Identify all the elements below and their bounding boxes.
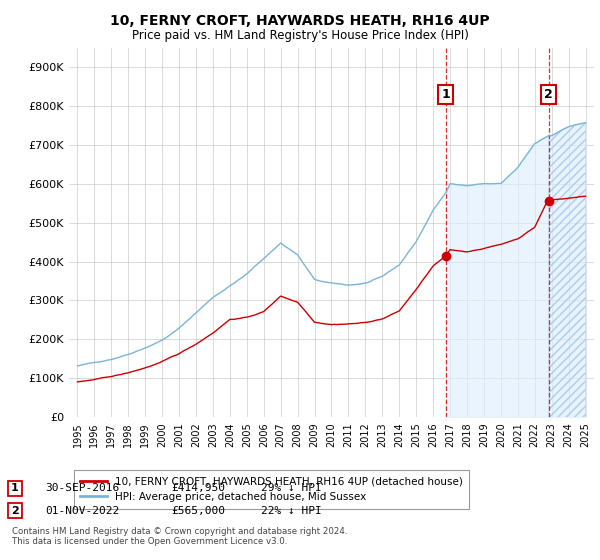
Legend: 10, FERNY CROFT, HAYWARDS HEATH, RH16 4UP (detached house), HPI: Average price, : 10, FERNY CROFT, HAYWARDS HEATH, RH16 4U… (74, 470, 469, 508)
Text: 29% ↓ HPI: 29% ↓ HPI (261, 483, 322, 493)
Text: 01-NOV-2022: 01-NOV-2022 (45, 506, 119, 516)
Text: £414,950: £414,950 (171, 483, 225, 493)
Text: 10, FERNY CROFT, HAYWARDS HEATH, RH16 4UP: 10, FERNY CROFT, HAYWARDS HEATH, RH16 4U… (110, 14, 490, 28)
Text: Price paid vs. HM Land Registry's House Price Index (HPI): Price paid vs. HM Land Registry's House … (131, 29, 469, 42)
Text: Contains HM Land Registry data © Crown copyright and database right 2024.
This d: Contains HM Land Registry data © Crown c… (12, 526, 347, 546)
Text: 1: 1 (442, 88, 450, 101)
Text: 2: 2 (11, 506, 19, 516)
Text: 2: 2 (544, 88, 553, 101)
Text: 1: 1 (11, 483, 19, 493)
Text: 30-SEP-2016: 30-SEP-2016 (45, 483, 119, 493)
Text: 22% ↓ HPI: 22% ↓ HPI (261, 506, 322, 516)
Text: £565,000: £565,000 (171, 506, 225, 516)
